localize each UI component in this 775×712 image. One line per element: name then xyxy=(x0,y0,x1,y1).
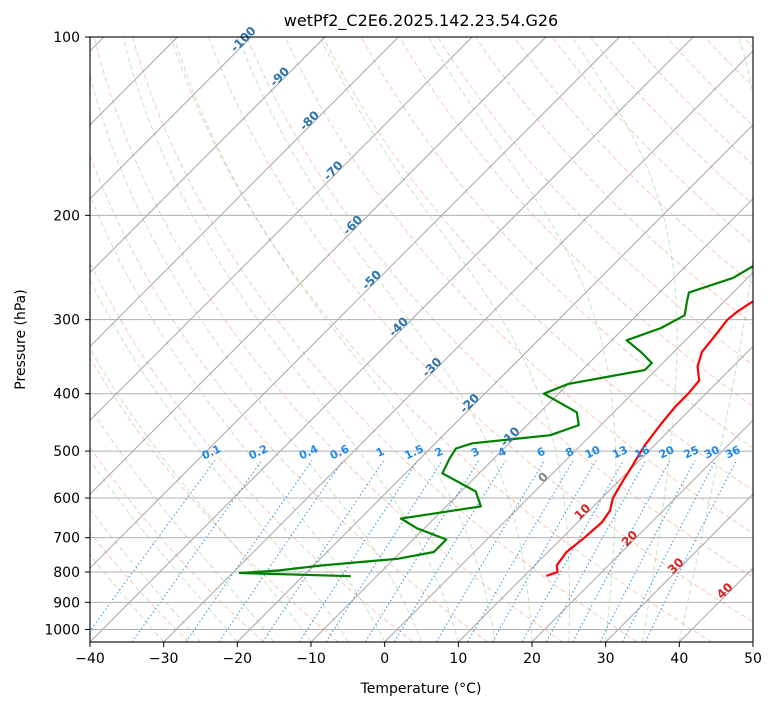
x-tick-label: 40 xyxy=(670,651,688,667)
y-tick-label: 1000 xyxy=(44,622,80,638)
y-tick-label: 900 xyxy=(53,595,80,611)
y-tick-label: 100 xyxy=(53,30,80,46)
x-tick-label: 20 xyxy=(523,651,541,667)
x-tick-label: −20 xyxy=(223,651,253,667)
x-tick-label: −40 xyxy=(75,651,105,667)
y-tick-label: 500 xyxy=(53,444,80,460)
x-tick-label: −10 xyxy=(296,651,326,667)
x-tick-label: 10 xyxy=(449,651,467,667)
y-axis-label: Pressure (hPa) xyxy=(13,289,29,389)
x-axis-label: Temperature (°C) xyxy=(360,681,482,697)
x-tick-label: −30 xyxy=(149,651,179,667)
x-tick-label: 0 xyxy=(380,651,389,667)
y-tick-label: 700 xyxy=(53,531,80,547)
y-tick-label: 600 xyxy=(53,491,80,507)
y-tick-label: 200 xyxy=(53,208,80,224)
chart-title: wetPf2_C2E6.2025.142.23.54.G26 xyxy=(284,11,558,31)
y-tick-label: 800 xyxy=(53,565,80,581)
x-tick-label: 30 xyxy=(597,651,615,667)
x-tick-label: 50 xyxy=(744,651,762,667)
y-tick-label: 400 xyxy=(53,387,80,403)
y-tick-label: 300 xyxy=(53,313,80,329)
